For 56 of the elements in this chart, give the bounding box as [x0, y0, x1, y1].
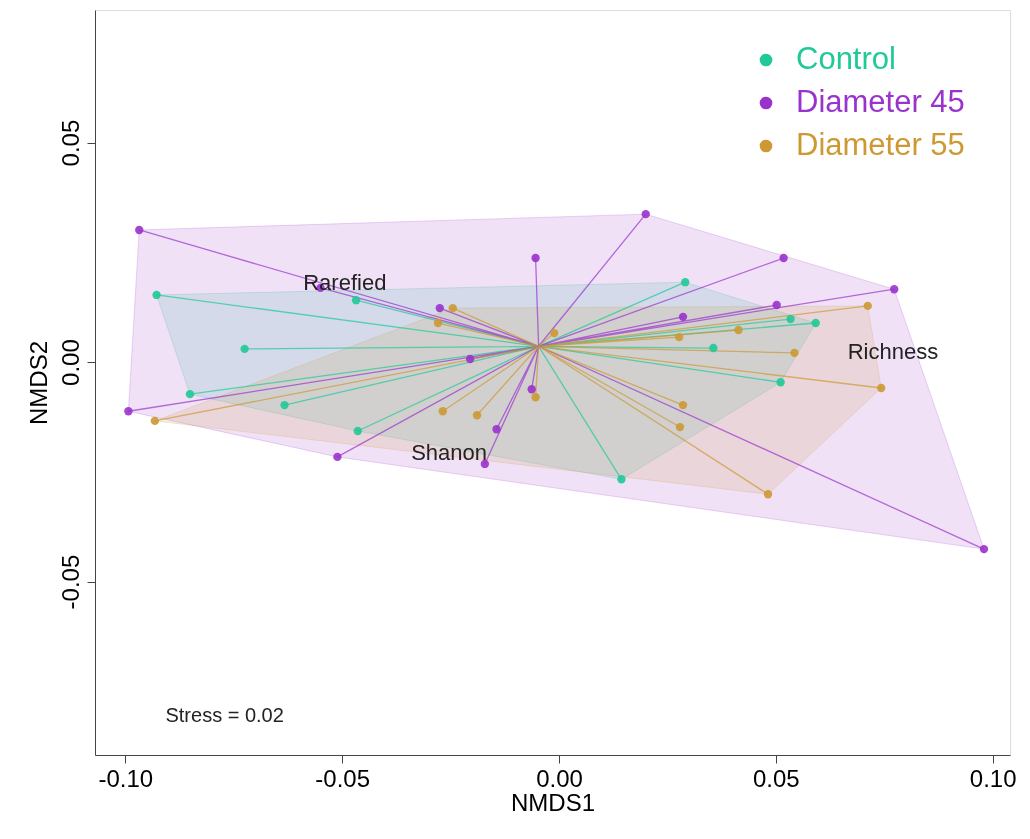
- point: [527, 385, 536, 394]
- point: [150, 416, 160, 426]
- x-tick-label: 0.10: [969, 764, 1017, 792]
- point: [681, 278, 690, 287]
- point: [351, 296, 361, 305]
- point: [863, 301, 872, 311]
- point: [550, 328, 559, 338]
- point: [435, 303, 444, 313]
- point: [280, 400, 289, 410]
- point: [709, 343, 718, 353]
- point: [448, 303, 457, 313]
- point: [675, 422, 685, 432]
- point: [678, 312, 688, 322]
- point: [152, 290, 161, 300]
- point: [240, 344, 249, 354]
- point: [480, 459, 490, 469]
- point: [124, 407, 133, 416]
- point: [353, 426, 362, 436]
- annotation: Shanon: [411, 440, 488, 466]
- y-tick-label: 0.05: [56, 119, 84, 167]
- point: [811, 318, 820, 328]
- x-tick-label: -0.10: [98, 764, 154, 792]
- y-axis-title: NMDS2: [24, 340, 52, 426]
- y-tick-label: -0.05: [56, 554, 84, 610]
- point: [438, 407, 447, 416]
- point: [890, 285, 899, 294]
- point: [678, 400, 688, 410]
- point: [979, 544, 989, 554]
- point: [433, 318, 443, 328]
- point: [465, 354, 475, 364]
- point: [472, 411, 482, 420]
- y-tick-label: 0.00: [56, 339, 84, 386]
- x-tick-label: 0.05: [752, 764, 800, 792]
- legend-label: Diameter 55: [796, 127, 965, 162]
- point: [790, 348, 799, 358]
- point: [877, 383, 886, 393]
- point: [333, 452, 342, 462]
- point: [185, 389, 195, 399]
- point: [617, 475, 626, 484]
- point: [779, 253, 788, 263]
- point: [674, 332, 684, 342]
- point: [531, 253, 540, 263]
- point: [734, 325, 743, 335]
- legend-label: Control: [796, 41, 896, 76]
- x-tick-label: -0.05: [315, 764, 371, 792]
- annotation: Richness: [847, 338, 939, 364]
- point: [492, 425, 501, 434]
- point: [531, 393, 540, 402]
- point: [641, 209, 650, 219]
- point: [776, 378, 785, 387]
- point: [772, 300, 781, 310]
- legend-label: Diameter 45: [796, 84, 965, 119]
- point: [135, 225, 144, 235]
- annotation: Stress = 0.02: [165, 704, 284, 727]
- point: [786, 314, 795, 324]
- point: [763, 490, 773, 499]
